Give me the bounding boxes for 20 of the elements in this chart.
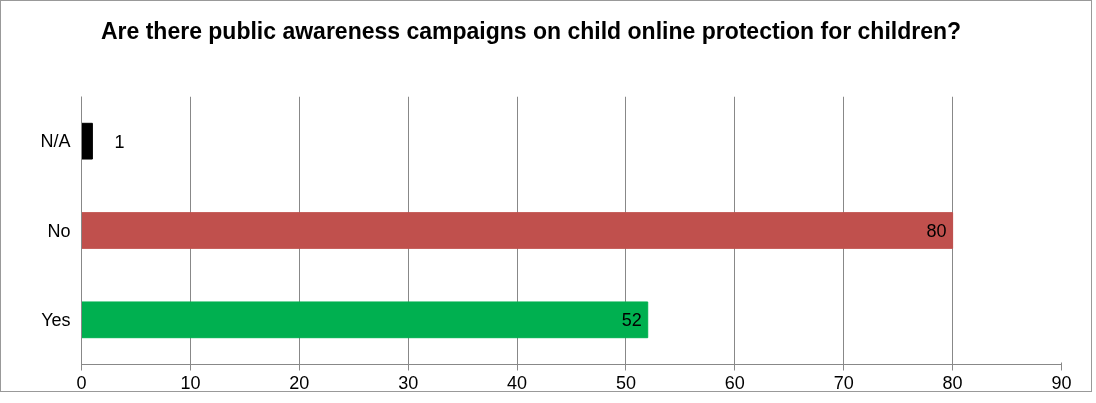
x-tick-label: 10 xyxy=(180,372,201,393)
chart-title: Are there public awareness campaigns on child online protection for children? xyxy=(100,17,962,46)
y-tick-label: Yes xyxy=(41,309,71,330)
x-tick-label: 80 xyxy=(942,372,963,393)
y-tick-label: N/A xyxy=(40,131,71,152)
x-tick-label: 70 xyxy=(833,372,854,393)
x-tick-label: 50 xyxy=(615,372,636,393)
y-tick-label: No xyxy=(47,220,71,241)
x-tick-label: 20 xyxy=(289,372,310,393)
x-tick-label: 40 xyxy=(507,372,528,393)
bar xyxy=(81,122,93,160)
x-tick-label: 60 xyxy=(724,372,745,393)
bar xyxy=(81,212,954,249)
data-label: 52 xyxy=(621,310,642,331)
bar xyxy=(81,301,649,339)
x-tick-label: 30 xyxy=(398,372,419,393)
x-tick-label: 0 xyxy=(76,372,87,393)
x-tick-label: 90 xyxy=(1051,372,1072,393)
data-label: 1 xyxy=(114,131,125,152)
data-label: 80 xyxy=(926,221,947,241)
